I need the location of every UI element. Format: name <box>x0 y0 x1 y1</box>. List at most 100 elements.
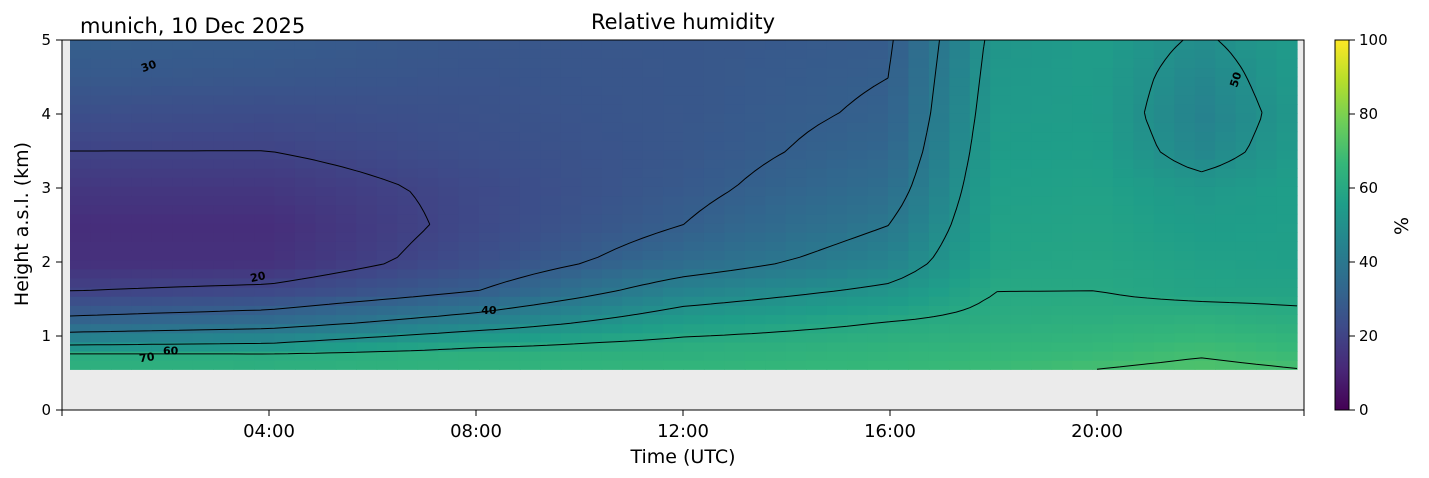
heatmap-cell <box>1010 140 1032 151</box>
heatmap-cell <box>110 94 132 105</box>
heatmap-cell <box>806 305 828 316</box>
heatmap-cell <box>1051 204 1073 215</box>
heatmap-cell <box>315 268 337 279</box>
heatmap-cell <box>560 222 582 233</box>
heatmap-cell <box>192 323 214 334</box>
heatmap-cell <box>1174 104 1196 114</box>
heatmap-cell <box>151 351 173 361</box>
heatmap-cell <box>908 85 930 96</box>
heatmap-cell <box>847 177 869 187</box>
heatmap-cell <box>601 122 623 133</box>
heatmap-cell <box>213 277 235 288</box>
heatmap-cell <box>724 149 746 160</box>
heatmap-cell <box>397 67 419 78</box>
heatmap-cell <box>560 360 582 370</box>
heatmap-cell <box>1194 204 1216 215</box>
heatmap-cell <box>1112 113 1134 123</box>
heatmap-cell <box>785 351 807 361</box>
heatmap-cell <box>70 177 92 187</box>
rh-heatmap <box>70 40 1298 370</box>
heatmap-cell <box>519 213 541 224</box>
heatmap-cell <box>110 259 132 270</box>
heatmap-cell <box>315 58 337 69</box>
heatmap-cell <box>417 323 439 334</box>
heatmap-cell <box>458 76 480 87</box>
heatmap-cell <box>622 85 644 96</box>
heatmap-cell <box>192 213 214 224</box>
heatmap-cell <box>172 314 194 325</box>
heatmap-cell <box>151 259 173 270</box>
heatmap-cell <box>581 131 603 142</box>
heatmap-cell <box>806 360 828 370</box>
heatmap-cell <box>1112 131 1134 142</box>
heatmap-cell <box>642 168 664 178</box>
heatmap-cell <box>908 213 930 224</box>
heatmap-cell <box>908 40 930 50</box>
heatmap-cell <box>294 177 316 187</box>
heatmap-cell <box>192 351 214 361</box>
heatmap-cell <box>192 232 214 242</box>
heatmap-cell <box>826 213 848 224</box>
heatmap-cell <box>806 58 828 69</box>
heatmap-cell <box>765 58 787 69</box>
heatmap-cell <box>806 76 828 87</box>
heatmap-cell <box>581 305 603 316</box>
heatmap-cell <box>806 277 828 288</box>
heatmap-cell <box>1215 104 1237 114</box>
heatmap-cell <box>254 204 276 215</box>
heatmap-cell <box>1112 58 1134 69</box>
heatmap-cell <box>438 305 460 316</box>
heatmap-cell <box>294 305 316 316</box>
heatmap-cell <box>601 204 623 215</box>
heatmap-cell <box>1092 232 1114 242</box>
heatmap-cell <box>90 104 112 114</box>
heatmap-cell <box>213 341 235 352</box>
heatmap-cell <box>785 140 807 151</box>
heatmap-cell <box>1256 250 1278 261</box>
heatmap-cell <box>969 122 991 133</box>
heatmap-cell <box>969 186 991 197</box>
heatmap-cell <box>969 241 991 251</box>
heatmap-cell <box>663 158 685 169</box>
heatmap-cell <box>438 314 460 325</box>
heatmap-cell <box>1010 305 1032 316</box>
heatmap-cell <box>1194 232 1216 242</box>
heatmap-cell <box>1235 122 1257 133</box>
heatmap-cell <box>765 360 787 370</box>
heatmap-cell <box>90 277 112 288</box>
heatmap-cell <box>826 351 848 361</box>
heatmap-cell <box>703 213 725 224</box>
heatmap-cell <box>703 286 725 297</box>
heatmap-cell <box>581 241 603 251</box>
heatmap-cell <box>1153 186 1175 197</box>
heatmap-cell <box>1256 49 1278 59</box>
heatmap-cell <box>417 131 439 142</box>
heatmap-cell <box>1276 323 1298 334</box>
heatmap-cell <box>724 286 746 297</box>
heatmap-cell <box>274 323 296 334</box>
heatmap-cell <box>847 332 869 343</box>
heatmap-cell <box>131 213 153 224</box>
heatmap-cell <box>765 76 787 87</box>
heatmap-cell <box>724 323 746 334</box>
heatmap-cell <box>458 323 480 334</box>
heatmap-cell <box>90 332 112 343</box>
heatmap-cell <box>70 222 92 233</box>
heatmap-cell <box>335 241 357 251</box>
heatmap-cell <box>254 186 276 197</box>
heatmap-cell <box>1133 232 1155 242</box>
heatmap-cell <box>1276 113 1298 123</box>
heatmap-cell <box>1133 332 1155 343</box>
heatmap-cell <box>867 104 889 114</box>
heatmap-cell <box>888 195 910 206</box>
heatmap-cell <box>1031 49 1053 59</box>
heatmap-cell <box>1276 195 1298 206</box>
heatmap-cell <box>1051 149 1073 160</box>
heatmap-cell <box>683 113 705 123</box>
heatmap-cell <box>785 332 807 343</box>
heatmap-cell <box>1235 286 1257 297</box>
heatmap-cell <box>356 122 378 133</box>
heatmap-cell <box>724 351 746 361</box>
heatmap-cell <box>642 85 664 96</box>
heatmap-cell <box>703 222 725 233</box>
